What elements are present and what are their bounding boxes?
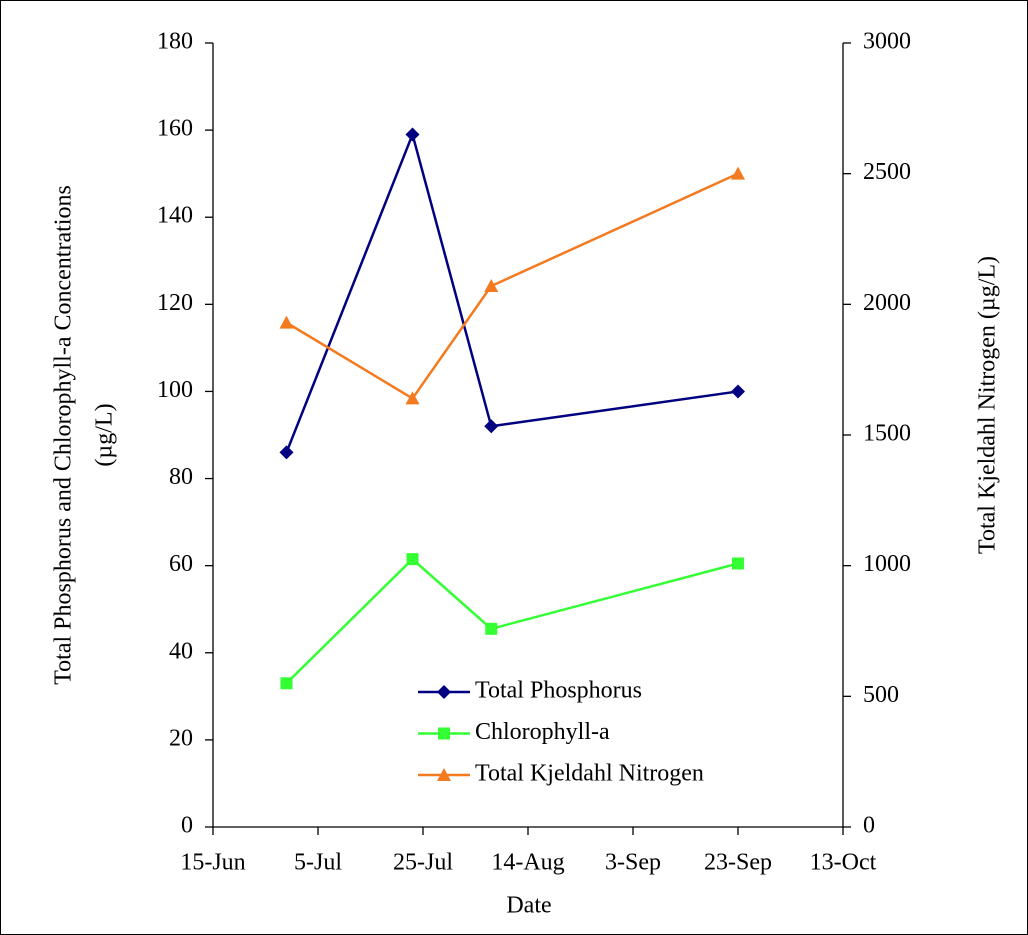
y-tick-label: 120: [157, 290, 193, 316]
legend-label: Total Phosphorus: [475, 678, 642, 704]
y2-tick-label: 2000: [863, 290, 911, 316]
y-tick-label: 40: [169, 638, 193, 664]
y-tick-label: 0: [181, 813, 193, 839]
y-axis-title: (µg/L): [92, 403, 118, 466]
y-axis-title: Total Phosphorus and Chlorophyll-a Conce…: [51, 185, 77, 685]
y-tick-label: 180: [157, 29, 193, 55]
marker: [731, 384, 745, 399]
marker: [280, 677, 293, 690]
y2-tick-label: 500: [863, 682, 899, 708]
y2-tick-label: 1000: [863, 551, 911, 577]
y-tick-label: 60: [169, 551, 193, 577]
y2-tick-label: 0: [863, 813, 875, 839]
y-tick-label: 140: [157, 203, 193, 229]
series-line: [285, 130, 739, 453]
x-tick-label: 13-Oct: [810, 850, 877, 876]
marker: [437, 685, 451, 699]
series-line: [285, 557, 739, 685]
marker: [405, 127, 420, 142]
y-tick-label: 160: [157, 116, 193, 142]
x-tick-label: 3-Sep: [605, 850, 661, 876]
marker: [279, 445, 294, 460]
marker: [484, 279, 499, 293]
x-tick-label: 15-Jun: [180, 850, 245, 876]
x-tick-label: 23-Sep: [704, 850, 772, 876]
marker: [279, 315, 294, 329]
y-tick-label: 20: [169, 725, 193, 751]
marker: [484, 419, 499, 434]
y2-axis-title: Total Kjeldahl Nitrogen (µg/L): [975, 256, 1001, 554]
marker: [405, 391, 420, 405]
x-axis-title: Date: [506, 893, 551, 919]
y-tick-label: 100: [157, 377, 193, 403]
x-tick-label: 25-Jul: [393, 850, 453, 876]
y-tick-label: 80: [169, 464, 193, 490]
x-tick-label: 5-Jul: [294, 850, 342, 876]
marker: [438, 727, 450, 740]
marker: [485, 622, 498, 635]
series-line: [285, 172, 739, 401]
marker: [732, 557, 744, 570]
legend-label: Total Kjeldahl Nitrogen: [475, 761, 704, 787]
y2-tick-label: 2500: [863, 159, 911, 185]
y2-tick-label: 1500: [863, 421, 911, 447]
marker: [731, 166, 745, 180]
marker: [406, 553, 419, 566]
marker: [437, 768, 451, 781]
x-tick-label: 14-Aug: [491, 850, 564, 876]
y2-tick-label: 3000: [863, 29, 911, 55]
legend-label: Chlorophyll-a: [475, 719, 610, 745]
